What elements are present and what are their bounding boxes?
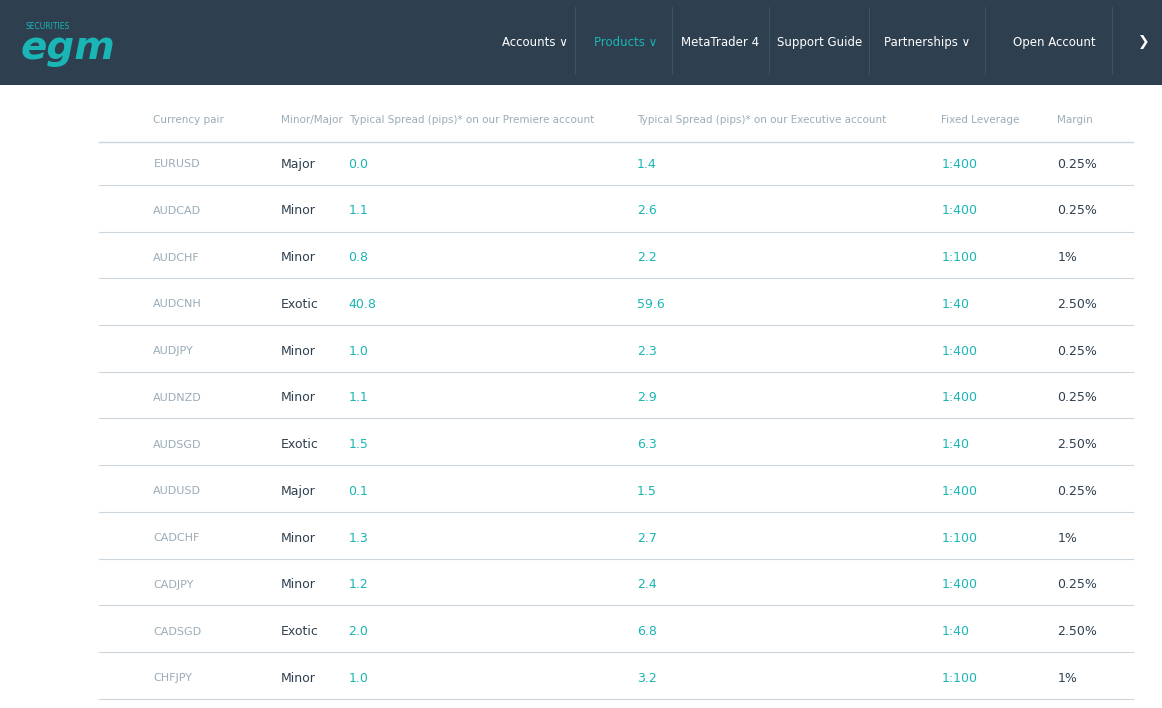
Text: Minor: Minor	[281, 392, 316, 404]
Text: 1:100: 1:100	[941, 251, 977, 264]
Text: 0.25%: 0.25%	[1057, 158, 1097, 171]
Text: AUDSGD: AUDSGD	[153, 440, 202, 450]
Text: AUDCNH: AUDCNH	[153, 299, 202, 309]
Text: 1.0: 1.0	[349, 672, 368, 685]
Text: 1%: 1%	[1057, 672, 1077, 685]
Text: 2.50%: 2.50%	[1057, 625, 1097, 638]
Text: 1:40: 1:40	[941, 438, 969, 451]
Text: 1:400: 1:400	[941, 345, 977, 358]
Text: Accounts ∨: Accounts ∨	[502, 36, 567, 49]
Text: 1.0: 1.0	[349, 345, 368, 358]
Text: ❯: ❯	[1138, 35, 1149, 50]
Text: 1:40: 1:40	[941, 625, 969, 638]
Text: AUDCHF: AUDCHF	[153, 253, 200, 263]
Text: Open Account: Open Account	[1012, 36, 1096, 49]
Text: 1:400: 1:400	[941, 158, 977, 171]
Text: 2.3: 2.3	[637, 345, 657, 358]
Text: CHFJPY: CHFJPY	[153, 673, 193, 683]
Text: 2.4: 2.4	[637, 578, 657, 591]
Text: 6.8: 6.8	[637, 625, 657, 638]
Text: 1.5: 1.5	[349, 438, 368, 451]
Text: 6.3: 6.3	[637, 438, 657, 451]
Text: Exotic: Exotic	[281, 298, 320, 311]
Text: 59.6: 59.6	[637, 298, 665, 311]
Text: Minor: Minor	[281, 205, 316, 217]
Text: CADSGD: CADSGD	[153, 627, 201, 636]
Text: AUDNZD: AUDNZD	[153, 393, 202, 403]
Text: 0.1: 0.1	[349, 485, 368, 498]
Text: Exotic: Exotic	[281, 438, 320, 451]
Text: 1.5: 1.5	[637, 485, 657, 498]
Text: 1:400: 1:400	[941, 392, 977, 404]
Text: Minor: Minor	[281, 345, 316, 358]
Text: 0.25%: 0.25%	[1057, 205, 1097, 217]
Text: Major: Major	[281, 485, 316, 498]
Text: 2.2: 2.2	[637, 251, 657, 264]
Text: 1:100: 1:100	[941, 672, 977, 685]
Text: AUDJPY: AUDJPY	[153, 346, 194, 356]
Text: 1%: 1%	[1057, 251, 1077, 264]
Text: 1.4: 1.4	[637, 158, 657, 171]
Text: 1.2: 1.2	[349, 578, 368, 591]
Text: 1%: 1%	[1057, 532, 1077, 544]
Text: 1:400: 1:400	[941, 578, 977, 591]
Text: 40.8: 40.8	[349, 298, 376, 311]
Text: MetaTrader 4: MetaTrader 4	[681, 36, 760, 49]
Text: 0.25%: 0.25%	[1057, 392, 1097, 404]
Text: 0.25%: 0.25%	[1057, 578, 1097, 591]
Text: Fixed Leverage: Fixed Leverage	[941, 115, 1019, 125]
Text: Products ∨: Products ∨	[594, 36, 657, 49]
Text: egm: egm	[21, 29, 116, 67]
Text: 3.2: 3.2	[637, 672, 657, 685]
Text: Currency pair: Currency pair	[153, 115, 224, 125]
Text: 2.0: 2.0	[349, 625, 368, 638]
Text: EURUSD: EURUSD	[153, 159, 200, 169]
Text: Margin: Margin	[1057, 115, 1093, 125]
Text: 1:40: 1:40	[941, 298, 969, 311]
Text: 2.7: 2.7	[637, 532, 657, 544]
Text: CADCHF: CADCHF	[153, 533, 200, 543]
Text: Typical Spread (pips)* on our Premiere account: Typical Spread (pips)* on our Premiere a…	[349, 115, 594, 125]
Text: 0.8: 0.8	[349, 251, 368, 264]
Text: SECURITIES: SECURITIES	[26, 23, 70, 31]
Text: 2.9: 2.9	[637, 392, 657, 404]
Text: 1.3: 1.3	[349, 532, 368, 544]
Text: Minor/Major: Minor/Major	[281, 115, 343, 125]
Text: Major: Major	[281, 158, 316, 171]
Text: 2.50%: 2.50%	[1057, 438, 1097, 451]
Text: Typical Spread (pips)* on our Executive account: Typical Spread (pips)* on our Executive …	[637, 115, 887, 125]
Text: Partnerships ∨: Partnerships ∨	[884, 36, 970, 49]
Text: AUDUSD: AUDUSD	[153, 486, 201, 496]
Text: Minor: Minor	[281, 578, 316, 591]
Text: Minor: Minor	[281, 532, 316, 544]
Text: 1:400: 1:400	[941, 205, 977, 217]
Text: Minor: Minor	[281, 672, 316, 685]
Text: 0.25%: 0.25%	[1057, 345, 1097, 358]
Text: Minor: Minor	[281, 251, 316, 264]
Text: 0.0: 0.0	[349, 158, 368, 171]
Text: AUDCAD: AUDCAD	[153, 206, 201, 216]
Text: 1.1: 1.1	[349, 392, 368, 404]
Text: Support Guide: Support Guide	[776, 36, 862, 49]
FancyBboxPatch shape	[0, 0, 1162, 85]
Text: 1:400: 1:400	[941, 485, 977, 498]
Text: CADJPY: CADJPY	[153, 580, 194, 590]
Text: 1.1: 1.1	[349, 205, 368, 217]
Text: 2.50%: 2.50%	[1057, 298, 1097, 311]
Text: 1:100: 1:100	[941, 532, 977, 544]
Text: 0.25%: 0.25%	[1057, 485, 1097, 498]
Text: 2.6: 2.6	[637, 205, 657, 217]
Text: Exotic: Exotic	[281, 625, 320, 638]
